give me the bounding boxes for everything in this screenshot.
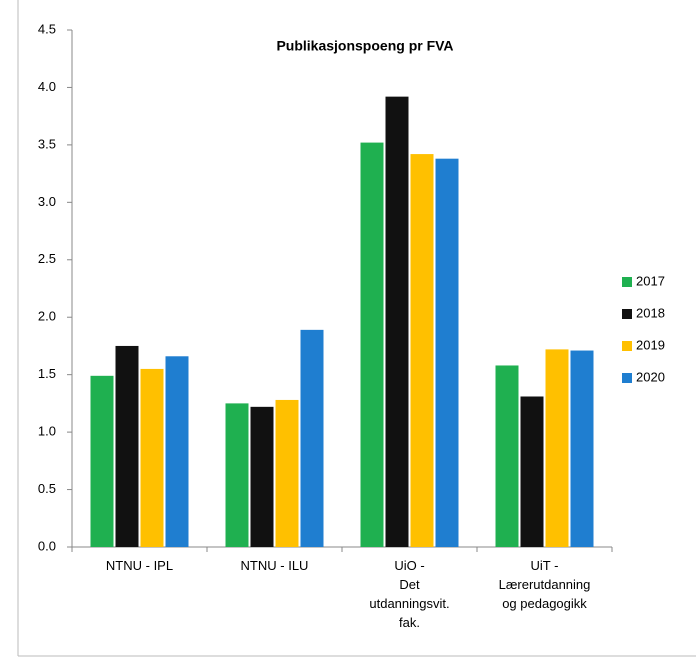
bar	[410, 154, 434, 547]
y-tick-label: 1.5	[38, 366, 56, 381]
x-tick-label-line: Det	[399, 577, 420, 592]
y-tick-label: 0.0	[38, 538, 56, 553]
legend-label: 2019	[636, 337, 665, 352]
bar	[275, 399, 299, 547]
y-tick-label: 1.0	[38, 424, 56, 439]
legend-label: 2017	[636, 273, 665, 288]
bar	[435, 158, 459, 548]
bar	[570, 350, 594, 547]
x-tick-label-line: fak.	[399, 615, 420, 630]
y-tick-label: 2.5	[38, 251, 56, 266]
bar	[140, 368, 164, 547]
bar	[165, 356, 189, 547]
x-tick-label-line: NTNU - IPL	[106, 558, 173, 573]
x-tick-label-line: UiT -	[531, 558, 559, 573]
y-tick-label: 3.5	[38, 136, 56, 151]
legend-label: 2018	[636, 305, 665, 320]
bar	[520, 396, 544, 547]
bar	[385, 96, 409, 547]
legend-swatch	[622, 341, 632, 351]
x-tick-label-line: utdanningsvit.	[369, 596, 449, 611]
x-tick-label: NTNU - ILU	[241, 558, 309, 573]
legend-label: 2020	[636, 369, 665, 384]
bar	[495, 365, 519, 547]
bar	[545, 349, 569, 547]
y-tick-label: 0.5	[38, 481, 56, 496]
x-tick-label: UiT - Lærerutdanning og pedagogikk	[499, 558, 591, 611]
bar	[300, 329, 324, 547]
bar	[90, 375, 114, 547]
y-tick-label: 3.0	[38, 194, 56, 209]
chart-title: Publikasjonspoeng pr FVA	[276, 38, 453, 54]
legend-swatch	[622, 277, 632, 287]
y-tick-label: 4.0	[38, 79, 56, 94]
bar	[250, 406, 274, 547]
x-tick-label-line: NTNU - ILU	[241, 558, 309, 573]
legend-swatch	[622, 373, 632, 383]
bar	[115, 345, 139, 547]
x-tick-label-line: Lærerutdanning	[499, 577, 591, 592]
x-tick-label: UiO - Det utdanningsvit. fak.	[369, 558, 449, 630]
y-tick-label: 2.0	[38, 309, 56, 324]
y-tick-label: 4.5	[38, 21, 56, 36]
x-tick-label: NTNU - IPL	[106, 558, 173, 573]
bar	[360, 142, 384, 547]
bar	[225, 403, 249, 547]
legend-swatch	[622, 309, 632, 319]
x-tick-label-line: UiO -	[394, 558, 424, 573]
x-tick-label-line: og pedagogikk	[502, 596, 587, 611]
